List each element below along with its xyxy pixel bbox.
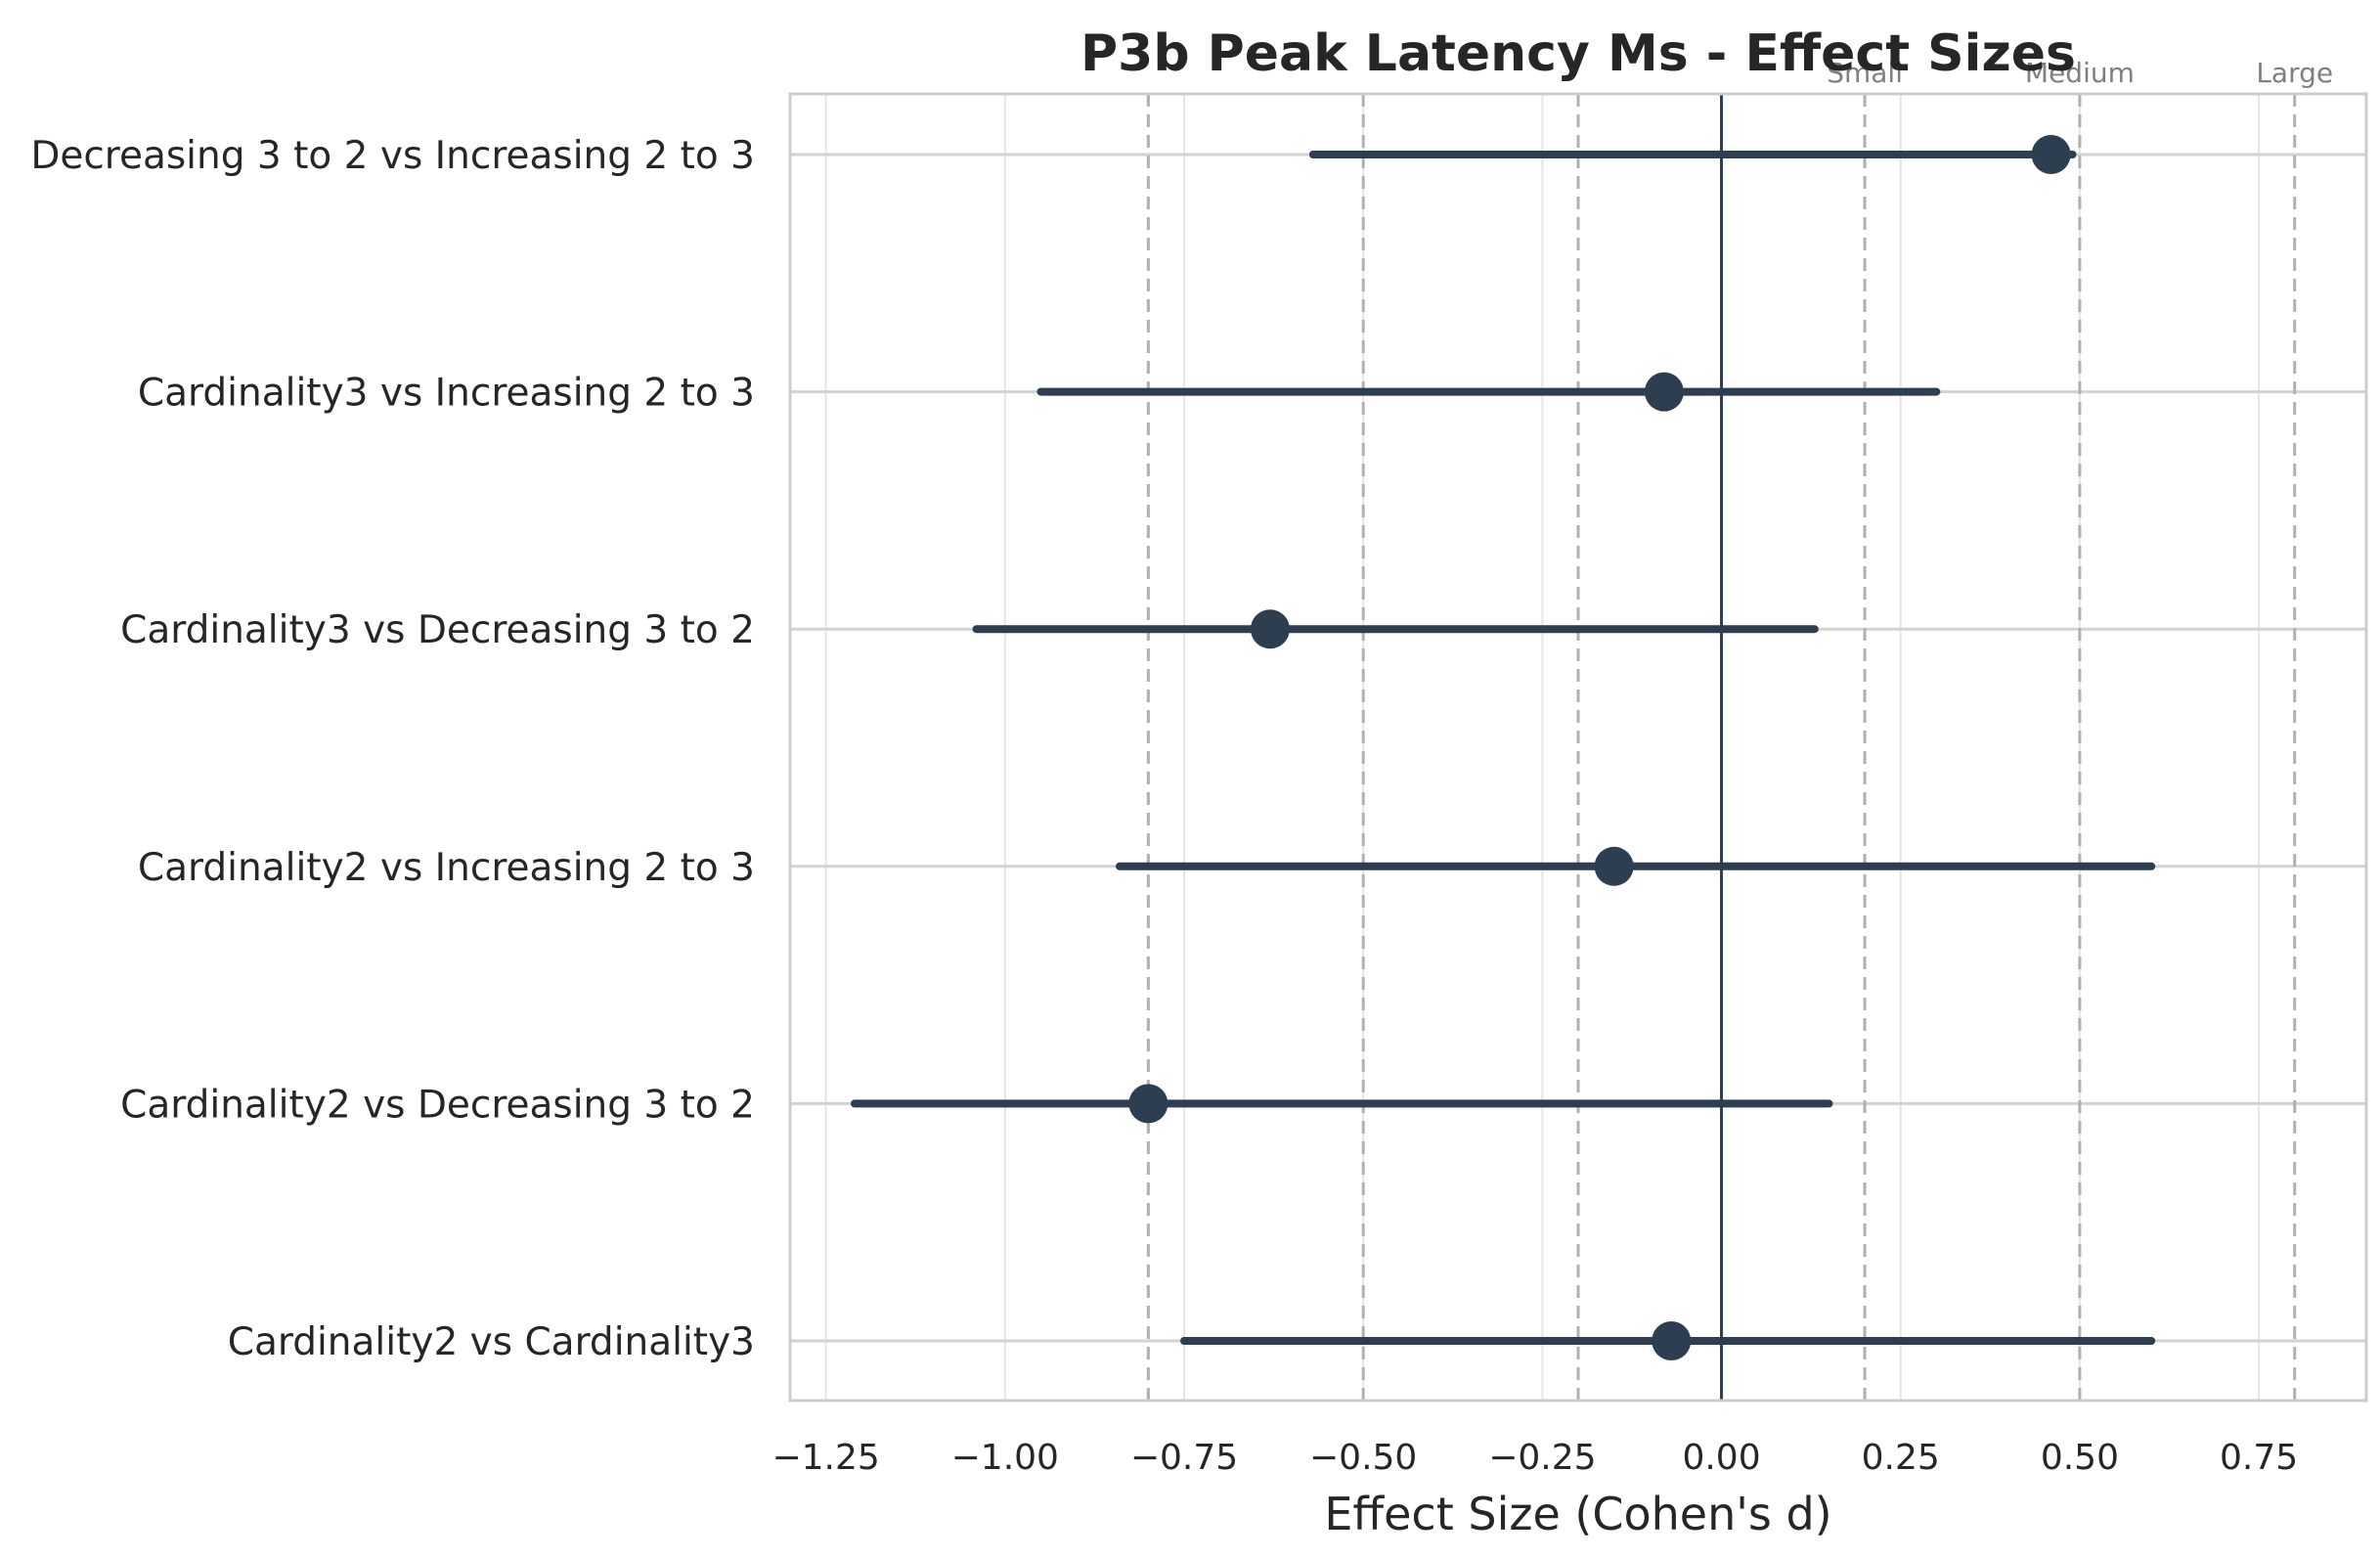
category-label: Cardinality2 vs Decreasing 3 to 2 (120, 1083, 755, 1127)
x-tick-label: 0.75 (2220, 1438, 2298, 1478)
reference-line-label: Large (2256, 57, 2333, 89)
reference-line-label: Small (1827, 57, 1903, 89)
reference-lines: Small Medium Large (1146, 57, 2333, 1401)
x-tick-label: 0.25 (1862, 1438, 1940, 1478)
plot-frame (788, 92, 2368, 1403)
effect-size-point (1644, 372, 1684, 412)
category-label: Decreasing 3 to 2 vs Increasing 2 to 3 (30, 134, 755, 178)
effect-size-point (1652, 1321, 1692, 1360)
x-axis-title: Effect Size (Cohen's d) (1324, 1488, 1831, 1540)
x-tick-label: −1.25 (771, 1438, 879, 1478)
effect-size-point (2031, 135, 2071, 174)
chart-title: P3b Peak Latency Ms - Effect Sizes (1080, 24, 2076, 83)
x-tick-label: 0.50 (2041, 1438, 2119, 1478)
category-label: Cardinality2 vs Cardinality3 (228, 1320, 755, 1364)
data-layer (850, 135, 2156, 1360)
x-tick-label: −0.50 (1309, 1438, 1417, 1478)
category-label: Cardinality3 vs Increasing 2 to 3 (138, 372, 755, 416)
x-tick-labels: −1.25 −1.00 −0.75 −0.50 −0.25 0.00 0.25 0.50 0.7… (771, 1438, 2298, 1478)
x-tick-label: −0.25 (1488, 1438, 1596, 1478)
effect-size-point (1128, 1084, 1168, 1124)
x-tick-label: −0.75 (1130, 1438, 1238, 1478)
x-tick-label: 0.00 (1682, 1438, 1760, 1478)
category-label: Cardinality3 vs Decreasing 3 to 2 (120, 608, 755, 652)
reference-line-label: Medium (2025, 57, 2135, 89)
effect-size-point (1250, 609, 1290, 649)
y-category-labels: Decreasing 3 to 2 vs Increasing 2 to 3 Ca… (30, 134, 755, 1364)
x-tick-label: −1.00 (951, 1438, 1059, 1478)
effect-size-point (1594, 846, 1634, 886)
category-label: Cardinality2 vs Increasing 2 to 3 (138, 846, 755, 890)
